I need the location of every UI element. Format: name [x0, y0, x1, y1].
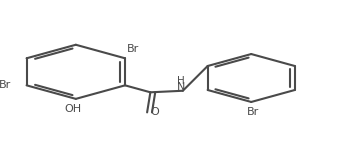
Text: OH: OH	[64, 104, 81, 114]
Text: H: H	[177, 76, 185, 86]
Text: O: O	[151, 107, 160, 117]
Text: N: N	[177, 82, 186, 92]
Text: Br: Br	[127, 44, 139, 54]
Text: Br: Br	[0, 80, 11, 90]
Text: Br: Br	[247, 107, 259, 117]
